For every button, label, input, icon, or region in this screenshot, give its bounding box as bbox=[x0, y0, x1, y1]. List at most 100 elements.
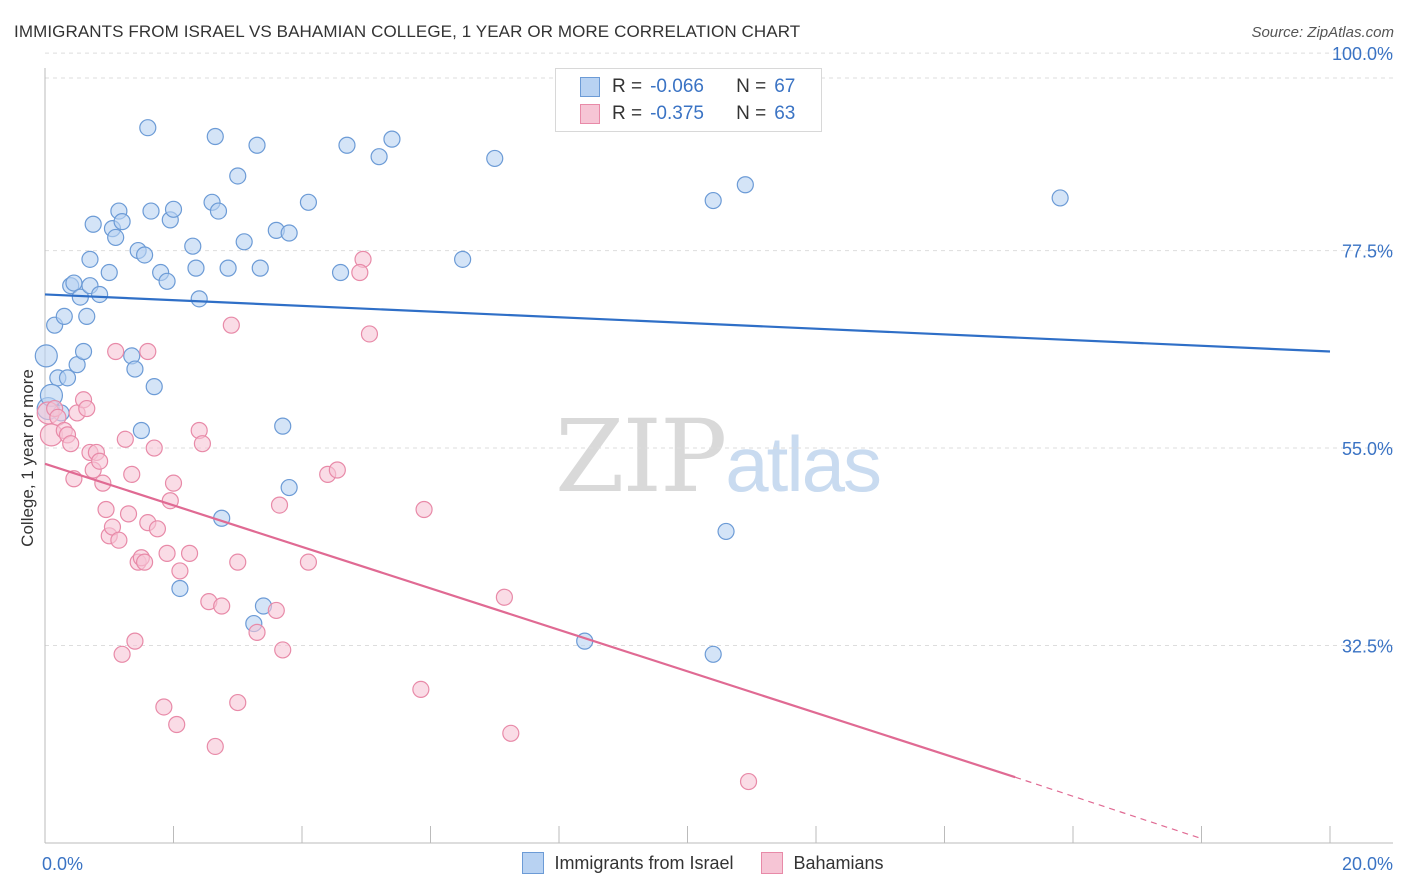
israel-point bbox=[139, 119, 157, 137]
israel-point bbox=[84, 215, 102, 233]
bahamian-point bbox=[267, 601, 285, 620]
series-legend-bahamians: Bahamians bbox=[761, 852, 884, 874]
x-tick-label: 0.0% bbox=[42, 854, 83, 874]
legend-r-label: R = bbox=[612, 103, 643, 124]
bahamian-point bbox=[110, 531, 128, 549]
israel-point bbox=[74, 342, 93, 361]
legend-r-value: -0.066 bbox=[650, 76, 704, 97]
israel-point bbox=[736, 176, 754, 194]
legend-n-label: N = bbox=[736, 76, 767, 97]
bahamian-point bbox=[145, 439, 163, 457]
series-swatch-israel bbox=[522, 852, 545, 874]
israel-point bbox=[280, 224, 298, 242]
bahamian-point bbox=[171, 562, 189, 580]
bahamian-point bbox=[739, 772, 758, 791]
israel-point bbox=[91, 285, 109, 304]
israel-point bbox=[184, 237, 202, 255]
bahamian-point bbox=[123, 465, 141, 483]
israel-point bbox=[229, 167, 247, 185]
y-tick-label: 77.5% bbox=[1342, 242, 1393, 262]
watermark-zip: ZIP bbox=[555, 398, 727, 515]
chart-title: IMMIGRANTS FROM ISRAEL VS BAHAMIAN COLLE… bbox=[14, 22, 801, 41]
israel-point bbox=[219, 259, 237, 277]
israel-point bbox=[58, 369, 77, 387]
bahamian-point bbox=[412, 680, 430, 699]
israel-point bbox=[132, 421, 150, 440]
bahamian-point bbox=[206, 737, 224, 756]
bahamian-point bbox=[229, 553, 247, 571]
bahamian-point bbox=[107, 342, 125, 361]
legend-n-label: N = bbox=[736, 103, 767, 124]
bahamian-point bbox=[116, 430, 134, 448]
israel-point bbox=[190, 290, 208, 308]
israel-point bbox=[158, 272, 176, 290]
bahamian-point bbox=[229, 693, 247, 712]
x-tick-label: 20.0% bbox=[1342, 854, 1393, 874]
bahamian-point bbox=[213, 597, 231, 615]
bahamian-point bbox=[248, 623, 266, 641]
bahamian-point bbox=[415, 500, 433, 519]
israel-point bbox=[81, 250, 99, 268]
bahamian-point bbox=[119, 505, 138, 523]
israel-point bbox=[145, 378, 163, 396]
legend-r-label: R = bbox=[612, 76, 643, 97]
bahamian-point bbox=[328, 461, 346, 479]
y-tick-label: 100.0% bbox=[1332, 44, 1393, 64]
bahamian-point bbox=[299, 553, 318, 571]
bahamian-point bbox=[91, 452, 109, 470]
israel-point bbox=[55, 307, 73, 326]
israel-point bbox=[280, 478, 298, 497]
israel-point bbox=[717, 522, 735, 541]
bahamian-point bbox=[351, 263, 369, 282]
israel-point bbox=[171, 579, 189, 598]
bahamian-trend-extension bbox=[1014, 776, 1202, 840]
israel-point bbox=[113, 213, 131, 231]
israel-point bbox=[107, 228, 125, 247]
correlation-legend: R = -0.066 N = 67 R = -0.375 N = 63 bbox=[555, 68, 822, 132]
bahamian-point bbox=[139, 342, 157, 361]
israel-point bbox=[142, 202, 160, 220]
israel-point bbox=[704, 191, 722, 210]
series-label-israel: Immigrants from Israel bbox=[554, 852, 734, 873]
israel-point bbox=[251, 259, 269, 277]
bahamian-point bbox=[360, 325, 379, 343]
israel-point bbox=[78, 307, 96, 326]
bahamian-point bbox=[193, 435, 212, 453]
y-axis-label: College, 1 year or more bbox=[18, 369, 37, 547]
israel-point bbox=[454, 250, 472, 268]
bahamian-point bbox=[97, 500, 115, 519]
israel-point bbox=[126, 360, 144, 378]
israel-point bbox=[383, 130, 401, 148]
legend-swatch-bahamians bbox=[580, 104, 600, 124]
chart-source: Source: ZipAtlas.com bbox=[1251, 24, 1394, 41]
israel-point bbox=[331, 263, 350, 282]
legend-swatch-israel bbox=[580, 77, 600, 97]
israel-point bbox=[206, 127, 224, 146]
bahamian-point bbox=[502, 724, 520, 742]
bahamian-point bbox=[270, 496, 289, 514]
series-legend: Immigrants from Israel Bahamians bbox=[0, 852, 1406, 874]
bahamian-trend-line bbox=[44, 462, 1016, 779]
israel-point bbox=[135, 246, 154, 264]
israel-point bbox=[1051, 189, 1069, 207]
israel-point bbox=[274, 417, 292, 435]
israel-point bbox=[164, 200, 183, 218]
israel-point bbox=[486, 149, 504, 168]
israel-point bbox=[248, 136, 266, 154]
y-tick-label: 32.5% bbox=[1342, 637, 1393, 657]
bahamian-point bbox=[113, 645, 131, 663]
israel-point bbox=[187, 259, 205, 277]
y-tick-label: 55.0% bbox=[1342, 439, 1393, 459]
israel-point bbox=[235, 233, 253, 251]
bahamian-point bbox=[62, 435, 80, 453]
bahamian-point bbox=[180, 544, 199, 562]
israel-point bbox=[34, 344, 58, 368]
watermark-atlas: atlas bbox=[725, 420, 882, 508]
legend-n-value: 67 bbox=[774, 76, 796, 97]
bahamian-point bbox=[155, 698, 173, 716]
bahamian-point bbox=[78, 399, 96, 418]
israel-trend-line bbox=[44, 293, 1331, 353]
series-legend-israel: Immigrants from Israel bbox=[522, 852, 733, 874]
israel-point bbox=[299, 193, 318, 211]
